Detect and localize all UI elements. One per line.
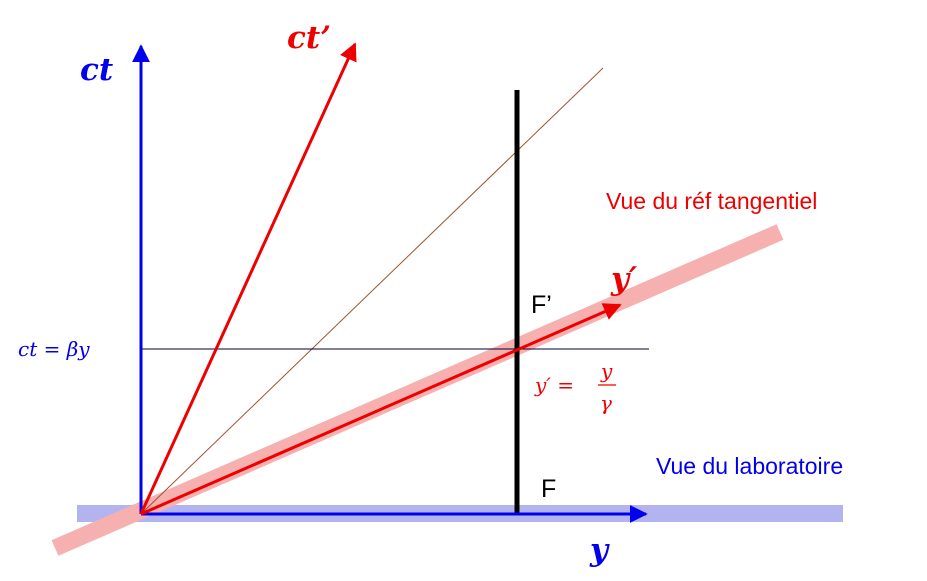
ct-prime-axis bbox=[139, 42, 357, 515]
y-prime-equation: y′ = y γ bbox=[534, 359, 616, 415]
laboratory-view-caption: Vue du laboratoire bbox=[656, 453, 843, 479]
y-prime-axis-label: y′ bbox=[610, 261, 637, 297]
point-f-prime-label: F’ bbox=[531, 291, 552, 319]
y-prime-axis bbox=[140, 303, 622, 516]
y-axis-label: y bbox=[589, 532, 610, 568]
ct-prime-axis-label: ct’ bbox=[287, 20, 331, 56]
y-prime-equation-numerator: y bbox=[600, 359, 613, 383]
tangential-band bbox=[51, 224, 784, 556]
point-f-label: F bbox=[541, 475, 556, 503]
tangential-view-caption: Vue du réf tangentiel bbox=[606, 188, 817, 214]
ct-beta-y-annotation: ct = βy bbox=[18, 337, 90, 361]
ct-axis-label: ct bbox=[80, 52, 114, 88]
light-line bbox=[140, 67, 604, 515]
y-prime-equation-lhs: y′ = bbox=[534, 373, 574, 397]
y-prime-equation-denominator: γ bbox=[600, 391, 612, 415]
